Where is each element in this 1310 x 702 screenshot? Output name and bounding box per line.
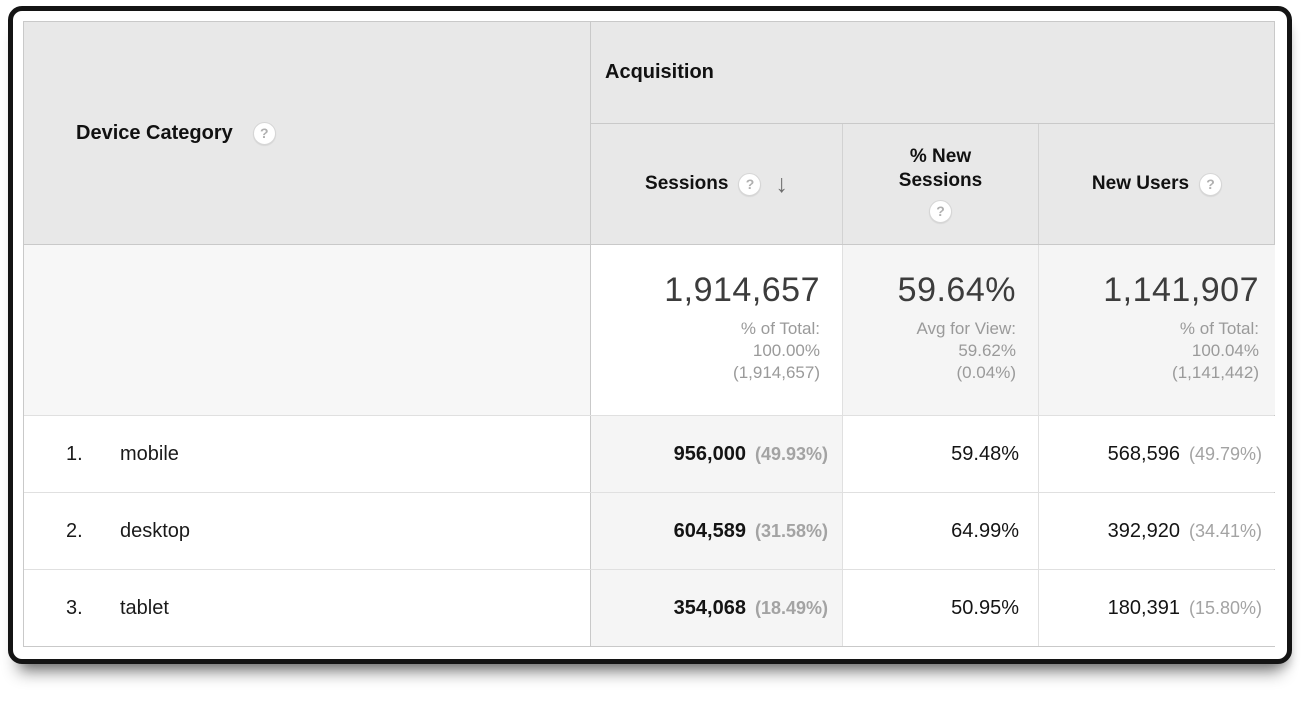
summary-row: 1,914,657 % of Total: 100.00% (1,914,657… [24, 245, 1275, 415]
summary-pct-new-sessions-delta: (0.04%) [956, 363, 1016, 382]
summary-pct-new-sessions-avg: 59.62% [958, 341, 1016, 360]
summary-sessions-total: (1,914,657) [733, 363, 820, 382]
row-index: 2. [66, 519, 83, 542]
summary-new-users-cell: 1,141,907 % of Total: 100.04% (1,141,442… [1038, 245, 1275, 415]
help-icon[interactable]: ? [929, 199, 952, 223]
summary-new-users-value: 1,141,907 [1103, 271, 1259, 309]
new-users-cell: 568,596 (49.79%) [1038, 416, 1275, 492]
analytics-table: Device Category ? Acquisition Sessions ?… [23, 21, 1275, 647]
new-users-cell: 180,391 (15.80%) [1038, 570, 1275, 646]
group-header-acquisition: Acquisition [591, 22, 1275, 124]
new-users-label: New Users [1091, 173, 1190, 194]
summary-pct-new-sessions-value: 59.64% [897, 271, 1016, 309]
sessions-cell: 354,068 (18.49%) [591, 570, 842, 646]
new-users-value: 568,596 [1107, 442, 1180, 465]
sessions-label: Sessions [645, 173, 729, 194]
table-header: Device Category ? Acquisition Sessions ?… [24, 22, 1275, 245]
pct-new-sessions-cell: 59.48% [842, 416, 1038, 492]
sessions-percent: (49.93%) [754, 443, 828, 464]
column-header-pct-new-sessions[interactable]: % New Sessions ? [842, 124, 1038, 244]
column-header-device-category[interactable]: Device Category ? [24, 22, 591, 244]
row-index: 1. [66, 442, 83, 465]
table-row: 1. mobile 956,000 (49.93%) 59.48% 568,59… [24, 415, 1275, 492]
help-icon[interactable]: ? [738, 172, 762, 196]
sessions-value: 604,589 [673, 519, 746, 542]
row-index: 3. [66, 596, 83, 619]
pct-new-sessions-cell: 64.99% [842, 493, 1038, 569]
device-category-label: Device Category [76, 121, 233, 144]
sort-descending-icon: ↓ [775, 169, 788, 198]
device-category-value: mobile [120, 442, 179, 465]
summary-sessions-percent: 100.00% [752, 341, 820, 360]
sessions-cell: 956,000 (49.93%) [591, 416, 842, 492]
new-users-cell: 392,920 (34.41%) [1038, 493, 1275, 569]
sessions-percent: (18.49%) [754, 597, 828, 618]
acquisition-label: Acquisition [605, 61, 714, 83]
summary-device-category-cell [24, 245, 591, 415]
new-users-percent: (49.79%) [1188, 443, 1262, 464]
summary-new-users-total: (1,141,442) [1172, 363, 1259, 382]
table-row: 3. tablet 354,068 (18.49%) 50.95% 180,39… [24, 569, 1275, 646]
new-users-percent: (34.41%) [1188, 520, 1262, 541]
help-icon[interactable]: ? [1199, 172, 1223, 196]
row-label-cell: 1. mobile [24, 416, 591, 492]
device-category-value: desktop [120, 519, 191, 542]
sessions-value: 956,000 [673, 442, 746, 465]
sessions-percent: (31.58%) [754, 520, 828, 541]
pct-new-sessions-value: 59.48% [951, 442, 1019, 465]
summary-pct-new-sessions-cell: 59.64% Avg for View: 59.62% (0.04%) [842, 245, 1038, 415]
pct-new-sessions-label: % New Sessions [898, 146, 983, 191]
summary-sessions-value: 1,914,657 [664, 271, 820, 309]
new-users-value: 180,391 [1107, 596, 1180, 619]
sessions-value: 354,068 [673, 596, 746, 619]
summary-sessions-cell: 1,914,657 % of Total: 100.00% (1,914,657… [591, 245, 842, 415]
screenshot-frame: Device Category ? Acquisition Sessions ?… [8, 6, 1292, 664]
new-users-percent: (15.80%) [1188, 597, 1262, 618]
help-icon[interactable]: ? [252, 121, 276, 145]
pct-new-sessions-value: 50.95% [951, 596, 1019, 619]
device-category-value: tablet [120, 596, 169, 619]
column-header-sessions[interactable]: Sessions ? ↓ [591, 124, 842, 244]
summary-new-users-caption: % of Total: [1179, 319, 1259, 338]
row-label-cell: 3. tablet [24, 570, 591, 646]
new-users-value: 392,920 [1107, 519, 1180, 542]
column-header-new-users[interactable]: New Users ? [1038, 124, 1275, 244]
pct-new-sessions-cell: 50.95% [842, 570, 1038, 646]
summary-sessions-caption: % of Total: [740, 319, 820, 338]
table-row: 2. desktop 604,589 (31.58%) 64.99% 392,9… [24, 492, 1275, 569]
sessions-cell: 604,589 (31.58%) [591, 493, 842, 569]
pct-new-sessions-value: 64.99% [951, 519, 1019, 542]
row-label-cell: 2. desktop [24, 493, 591, 569]
summary-new-users-percent: 100.04% [1191, 341, 1259, 360]
summary-pct-new-sessions-caption: Avg for View: [916, 319, 1016, 338]
